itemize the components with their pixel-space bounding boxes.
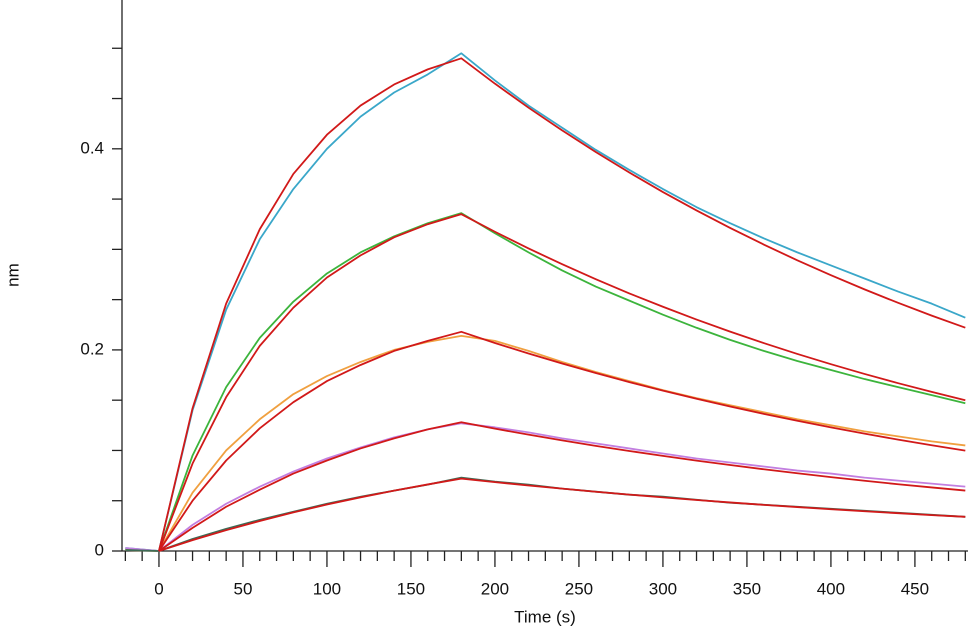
y-tick-label: 0.2 (80, 339, 104, 358)
series-line (158, 330, 966, 552)
y-tick-label: 0 (95, 540, 104, 559)
series-line (125, 422, 966, 552)
series-line (125, 334, 966, 552)
x-tick-label: 200 (481, 579, 509, 598)
y-tick-label: 0.4 (80, 138, 104, 157)
x-tick-label: 350 (733, 579, 761, 598)
series-line (125, 476, 966, 552)
series-line (125, 52, 966, 552)
series-line (158, 57, 966, 552)
series-line (125, 212, 966, 552)
x-axis-label: Time (s) (514, 607, 576, 626)
x-tick-label: 150 (397, 579, 425, 598)
y-axis-label: nm (3, 263, 22, 287)
x-tick-label: 450 (901, 579, 929, 598)
x-tick-label: 400 (817, 579, 845, 598)
x-tick-label: 100 (313, 579, 341, 598)
x-tick-label: 300 (649, 579, 677, 598)
x-tick-label: 50 (233, 579, 252, 598)
series-line (158, 477, 966, 552)
x-tick-label: 0 (154, 579, 163, 598)
series-line (158, 213, 966, 552)
x-tick-label: 250 (565, 579, 593, 598)
series-line (158, 421, 966, 552)
